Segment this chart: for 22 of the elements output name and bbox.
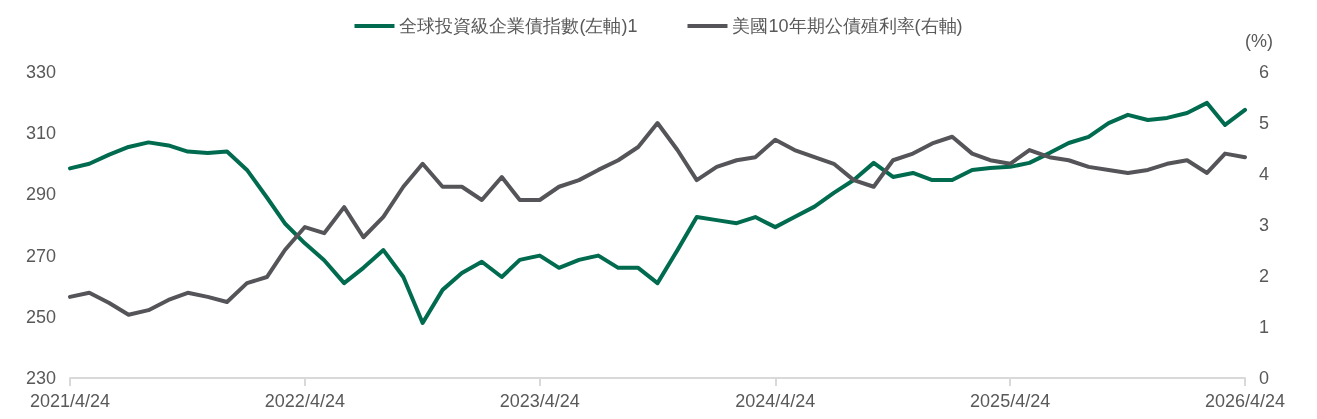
- y2-tick-label: 6: [1259, 62, 1270, 82]
- x-tick-label: 2024/4/24: [735, 391, 816, 411]
- y2-tick-label: 3: [1259, 215, 1270, 235]
- y-tick-label: 250: [25, 306, 56, 327]
- y-tick-label: 270: [25, 245, 56, 266]
- y2-tick-label: 1: [1259, 317, 1270, 337]
- y2-tick-label: 5: [1259, 113, 1270, 133]
- legend-label: 美國10年期公債殖利率(右軸): [732, 16, 963, 36]
- y2-tick-label: 0: [1259, 368, 1270, 388]
- y2-axis-title: (%): [1245, 31, 1273, 51]
- legend-label: 全球投資級企業債指數(左軸)1: [399, 16, 638, 36]
- y-tick-label: 290: [25, 184, 56, 205]
- x-tick-label: 2023/4/24: [499, 391, 580, 411]
- x-tick-label: 2021/4/24: [29, 391, 111, 411]
- y-tick-label: 310: [25, 123, 56, 144]
- y-tick-label: 230: [25, 368, 56, 388]
- y2-tick-label: 2: [1259, 266, 1270, 286]
- x-tick-label: 2026/4/24: [1204, 391, 1286, 411]
- y2-tick-label: 4: [1259, 164, 1270, 184]
- x-tick-label: 2022/4/24: [264, 391, 345, 411]
- y-tick-label: 330: [25, 62, 56, 82]
- x-tick-label: 2025/4/24: [970, 391, 1051, 411]
